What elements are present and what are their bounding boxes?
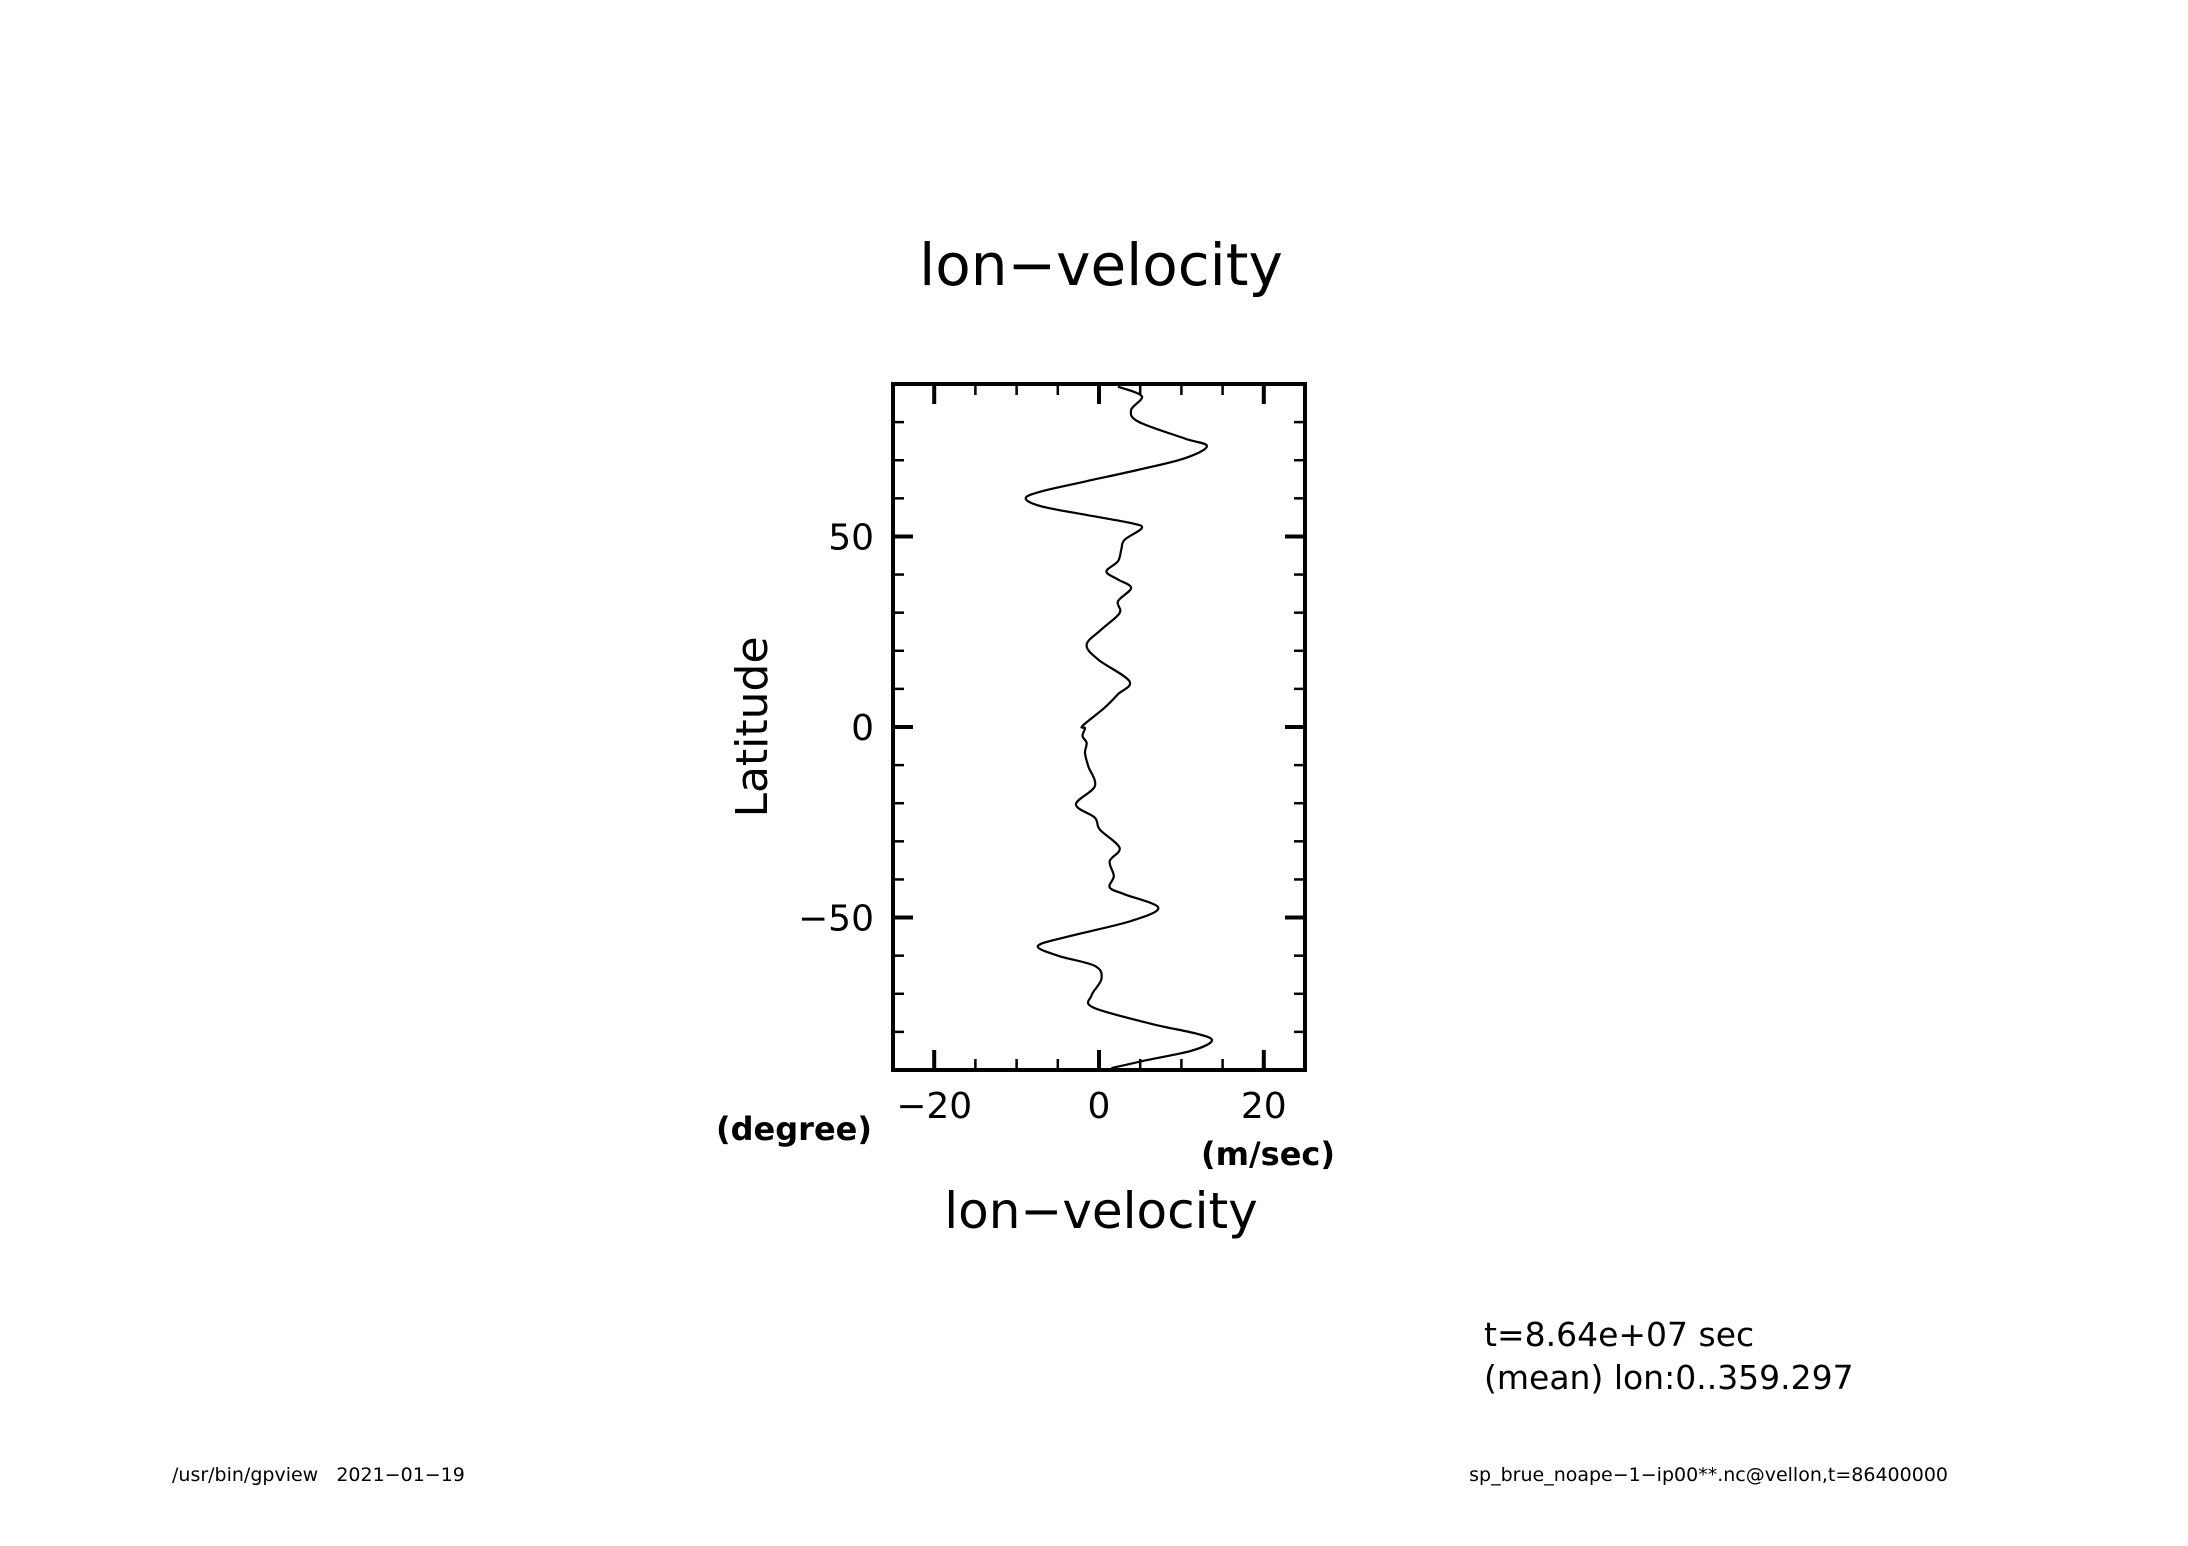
info-time: t=8.64e+07 sec xyxy=(1484,1315,1754,1354)
y-axis-units: (degree) xyxy=(716,1110,872,1148)
x-tick-label: −20 xyxy=(896,1086,972,1127)
footer-right: sp_brue_noape−1−ip00**.nc@vellon,t=86400… xyxy=(1469,1464,1948,1486)
chart-title: lon−velocity xyxy=(919,231,1283,299)
plot-frame xyxy=(891,382,1307,1072)
x-axis-label: lon−velocity xyxy=(944,1182,1257,1240)
axis-ticks xyxy=(893,384,1305,1070)
x-tick-label: 20 xyxy=(1241,1086,1287,1127)
y-tick-label: 0 xyxy=(851,708,874,749)
footer-left: /usr/bin/gpview 2021−01−19 xyxy=(172,1464,465,1486)
x-axis-units: (m/sec) xyxy=(1201,1135,1335,1173)
info-mean: (mean) lon:0..359.297 xyxy=(1484,1358,1854,1397)
tick-labels: −20 0 20 −50 0 50 xyxy=(798,517,1287,1127)
y-tick-label: −50 xyxy=(798,899,874,940)
y-axis-label: Latitude xyxy=(727,636,778,817)
x-tick-label: 0 xyxy=(1088,1086,1111,1127)
series-line-lon-velocity xyxy=(1024,385,1213,1070)
y-tick-label: 50 xyxy=(828,517,874,558)
